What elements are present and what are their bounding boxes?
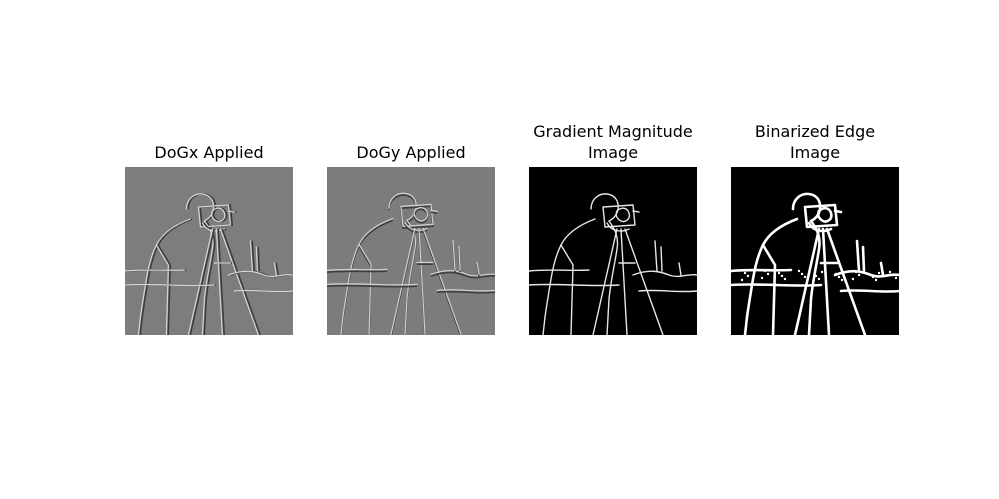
gradient-magnitude-image [529,167,697,335]
binarized-edge-image [731,167,899,335]
dogx-image-canvas [125,167,293,335]
panel-4-title: Binarized Edge Image [754,122,876,162]
panel-1-title: DoGx Applied [154,143,264,162]
dogy-image [327,167,495,335]
binarized-edge-image-canvas [731,167,899,335]
dogx-image [125,167,293,335]
panel-3-title: Gradient Magnitude Image [533,122,693,162]
gradient-magnitude-image-canvas [529,167,697,335]
dogy-image-canvas [327,167,495,335]
panel-2-title: DoGy Applied [356,143,466,162]
